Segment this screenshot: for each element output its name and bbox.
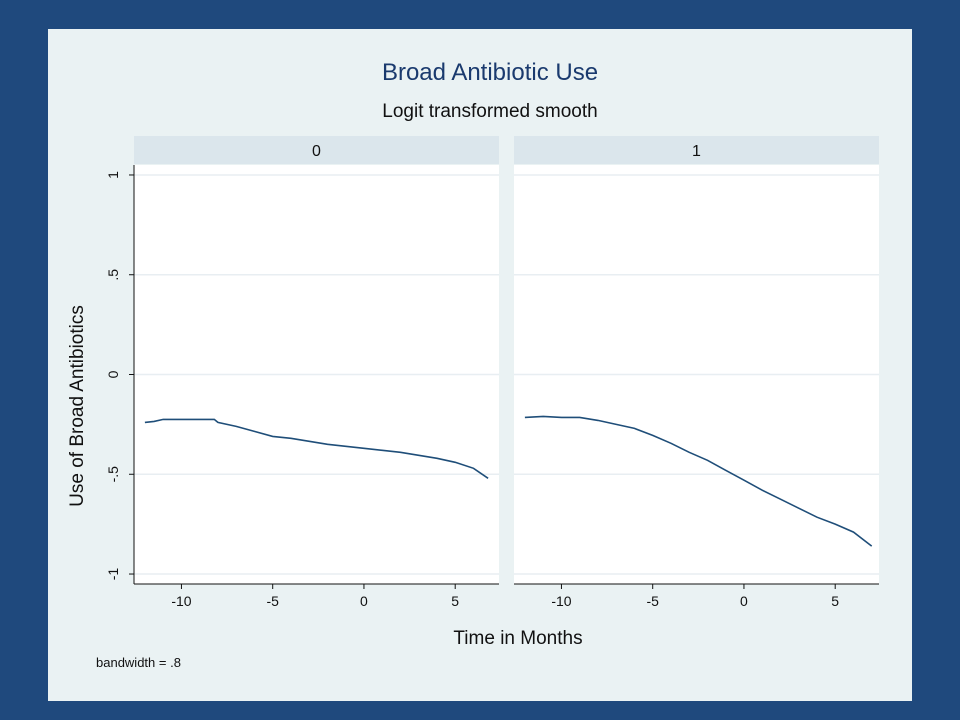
x-tick-label: 5 [831,593,839,609]
slide-background: Broad Antibiotic Use Logit transformed s… [48,29,912,701]
panel-0: 0 -10 -5 0 5 1 .5 0 -.5 -1 [105,136,499,609]
y-tick-label: -1 [105,568,121,581]
x-tick-label: 5 [451,593,459,609]
x-tick-label: -5 [266,593,279,609]
x-tick-label: 0 [360,593,368,609]
x-axis-title: Time in Months [453,628,582,649]
panel-1: 1 -10 -5 0 5 [514,136,879,609]
y-tick-label: .5 [105,269,121,281]
series-line [524,415,873,547]
x-tick-label: -5 [646,593,659,609]
series-line [144,418,489,479]
panel-strip-label: 0 [312,143,321,160]
panel-strip-label: 1 [692,143,701,160]
x-tick-label: 0 [740,593,748,609]
y-tick-label: 1 [105,171,121,179]
chart-title: Broad Antibiotic Use [382,59,598,86]
y-tick-label: -.5 [105,466,121,483]
chart: Broad Antibiotic Use Logit transformed s… [67,59,879,670]
x-tick-label: -10 [551,593,571,609]
chart-subtitle: Logit transformed smooth [382,101,597,122]
panels: 0 -10 -5 0 5 1 .5 0 -.5 -1 1 -10 -5 0 5 [105,136,879,609]
y-tick-label: 0 [105,370,121,378]
bandwidth-note: bandwidth = .8 [96,655,181,670]
x-tick-label: -10 [171,593,191,609]
panel-strip [514,136,879,164]
y-axis-title: Use of Broad Antibiotics [67,305,88,507]
panel-strip [134,136,499,164]
